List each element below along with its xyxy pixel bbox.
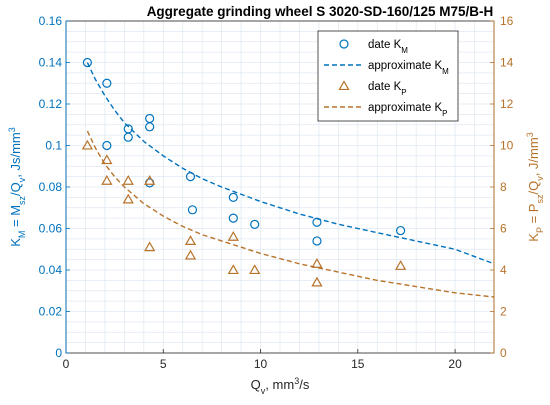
legend-label: approximate KM xyxy=(368,60,449,76)
kp-data-point xyxy=(227,264,239,275)
km-data-point xyxy=(145,122,155,132)
y-left-tick-label: 0.14 xyxy=(39,56,63,70)
km-data-point xyxy=(228,192,238,202)
kp-data-point xyxy=(122,193,134,204)
legend-circle-key xyxy=(339,39,349,49)
x-axis-label: Qv, mm3/s xyxy=(251,376,310,396)
y-right-tick-label: 6 xyxy=(500,222,507,236)
km-data-point xyxy=(82,57,93,68)
y-left-tick-label: 0.06 xyxy=(39,222,63,236)
km-data-point xyxy=(396,225,406,236)
kp-data-point xyxy=(101,174,113,185)
km-data-point xyxy=(102,140,112,151)
y-left-tick-label: 0.04 xyxy=(39,263,63,277)
y-left-axis-label: KM = Msz/Qv, Js/mm3 xyxy=(7,127,27,247)
x-tick-label: 20 xyxy=(448,357,462,371)
x-tick-label: 10 xyxy=(254,357,268,371)
km-data-point xyxy=(123,132,133,142)
legend-box xyxy=(317,30,459,122)
y-right-tick-label: 14 xyxy=(500,56,514,70)
y-left-tick-label: 0.12 xyxy=(39,97,63,111)
x-tick-label: 15 xyxy=(351,357,365,371)
y-left-tick-label: 0 xyxy=(55,346,62,360)
y-right-tick-label: 4 xyxy=(500,263,507,277)
kp-data-point xyxy=(184,249,197,260)
y-left-tick-label: 0.02 xyxy=(39,305,63,319)
chart-title: Aggregate grinding wheel S 3020-SD-160/1… xyxy=(147,4,494,19)
legend: date KM approximate KM date KP approximate … xyxy=(317,30,459,122)
x-tick-label: 0 xyxy=(63,357,70,371)
legend-label: date KM xyxy=(368,39,408,55)
km-data-point xyxy=(228,213,238,223)
y-right-tick-label: 8 xyxy=(500,180,507,194)
kp-data-point xyxy=(144,174,156,185)
km-data-point xyxy=(250,219,260,229)
y-left-tick-label: 0.08 xyxy=(39,180,63,194)
y-right-tick-label: 16 xyxy=(500,14,514,28)
y-right-axis-label: KP = Psz/Qv, J/mm3 xyxy=(525,132,545,241)
km-data-point xyxy=(312,236,322,246)
axes: 0 5 10 15 2000.020.040.060.080.10.120.140.16… xyxy=(7,14,545,396)
kp-data-point xyxy=(81,139,94,150)
legend-label: date KP xyxy=(368,81,407,97)
series-layer xyxy=(81,57,495,298)
y-right-tick-label: 12 xyxy=(500,97,514,111)
kp-data-point xyxy=(249,264,261,275)
kp-data-point xyxy=(394,260,407,270)
legend-label: approximate KP xyxy=(368,102,448,118)
y-right-tick-label: 10 xyxy=(500,139,514,153)
km-data-point xyxy=(187,205,198,215)
y-left-tick-label: 0.16 xyxy=(39,14,63,28)
km-fit-line xyxy=(86,62,495,265)
legend-triangle-key xyxy=(338,80,350,91)
kp-fit-line xyxy=(86,130,495,298)
y-right-tick-label: 2 xyxy=(500,305,507,319)
kp-data-point xyxy=(311,257,323,268)
kp-data-point xyxy=(122,174,134,185)
kp-data-point xyxy=(184,235,197,245)
x-tick-label: 5 xyxy=(160,357,167,371)
kp-data-point xyxy=(101,154,113,165)
kp-data-point xyxy=(311,276,323,287)
kp-data-point xyxy=(227,230,239,241)
km-data-point xyxy=(102,78,112,88)
y-left-tick-label: 0.1 xyxy=(45,139,62,153)
y-right-tick-label: 0 xyxy=(500,346,507,360)
kp-data-point xyxy=(144,241,156,252)
